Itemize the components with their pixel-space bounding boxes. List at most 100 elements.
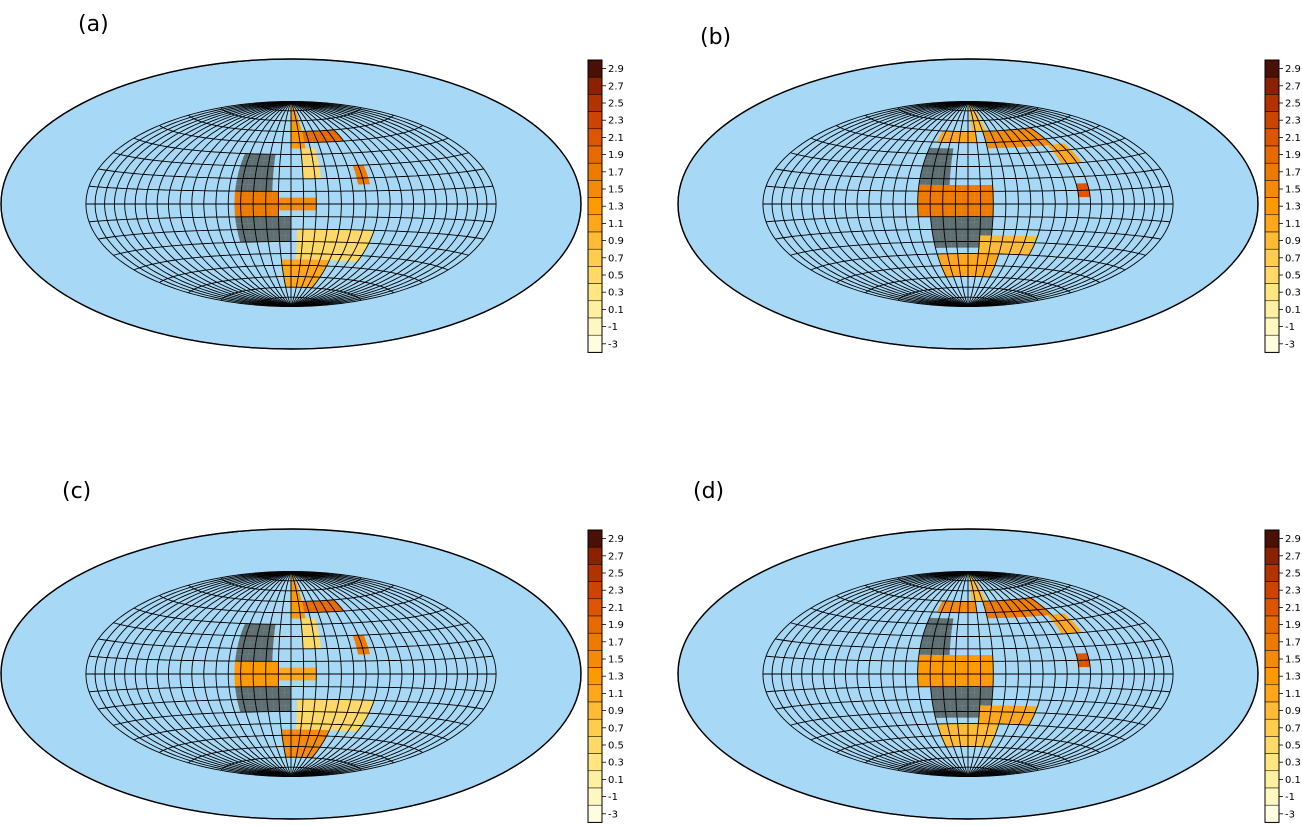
data-cell: [1077, 190, 1085, 198]
data-cell: [302, 172, 310, 179]
data-cell: [342, 248, 351, 255]
data-cell: [955, 271, 961, 277]
data-cell: [936, 191, 944, 198]
data-cell: [291, 735, 296, 741]
data-cell: [1023, 604, 1034, 611]
colorbar-swatch: [587, 615, 603, 634]
colorbar-swatch: [587, 111, 603, 130]
data-cell: [996, 130, 1005, 137]
data-cell: [985, 229, 993, 236]
colorbar-swatch: [1264, 804, 1280, 823]
data-cell: [253, 680, 260, 687]
data-cell: [978, 247, 985, 254]
data-cell: [945, 241, 952, 248]
data-cell: [932, 636, 940, 643]
data-cell: [314, 172, 322, 179]
data-cell: [308, 699, 316, 706]
data-cell: [254, 229, 262, 236]
data-cell: [1010, 129, 1020, 136]
data-region: [234, 191, 279, 217]
parallel-line: [835, 734, 1101, 753]
data-cell: [257, 630, 264, 637]
data-cell: [291, 281, 295, 288]
parallel-line: [931, 572, 1005, 582]
data-region: [917, 184, 994, 217]
data-cell: [297, 197, 304, 204]
data-cell: [291, 580, 294, 586]
data-cell: [943, 699, 951, 706]
data-cell: [301, 160, 309, 167]
data-cell: [312, 160, 320, 167]
data-region: [982, 597, 1052, 619]
data-region: [278, 197, 317, 211]
data-cell: [284, 686, 291, 693]
data-cell: [917, 674, 925, 681]
colorbar-tick-label: 2.9: [1285, 64, 1301, 75]
data-cell: [355, 242, 364, 250]
data-cell: [266, 692, 273, 700]
data-cell: [240, 191, 248, 198]
data-cell: [303, 276, 310, 283]
data-cell: [986, 661, 994, 668]
data-cell: [291, 115, 294, 121]
data-cell: [968, 216, 975, 223]
data-cell: [326, 130, 336, 136]
data-cell: [927, 166, 935, 173]
data-cell: [947, 253, 954, 260]
data-cell: [930, 680, 937, 687]
parallel-line: [790, 711, 1146, 726]
colorbar-swatch: [1264, 529, 1280, 548]
parallel-line: [89, 216, 493, 223]
colorbar-tick-label: -3: [1285, 809, 1295, 820]
data-cell: [300, 148, 307, 155]
data-cell: [291, 607, 296, 613]
data-cell: [980, 692, 987, 700]
data-cell: [974, 210, 981, 217]
data-cell: [337, 248, 345, 255]
colorbar-tick-label: 1.9: [1285, 620, 1301, 631]
data-cell: [949, 655, 956, 662]
data-cell: [254, 172, 262, 179]
data-cell: [311, 136, 318, 143]
data-cell: [278, 686, 285, 693]
data-cell: [943, 222, 950, 230]
data-cell: [936, 204, 943, 211]
data-cell: [269, 624, 276, 631]
data-cell: [946, 624, 953, 631]
data-cell: [284, 216, 291, 223]
data-cell: [931, 642, 939, 649]
data-cell: [1000, 241, 1008, 249]
data-cell: [262, 630, 270, 637]
data-cell: [330, 129, 340, 136]
parallel-line: [835, 595, 1101, 614]
data-cell: [958, 729, 964, 736]
data-cell: [943, 185, 950, 192]
data-cell: [298, 282, 304, 288]
data-cell: [234, 204, 241, 211]
data-cell: [291, 126, 295, 132]
data-cell: [968, 197, 975, 204]
data-cell: [974, 585, 979, 591]
data-cell: [312, 630, 320, 637]
parallel-line: [865, 114, 1071, 132]
colorbar-swatch: [587, 59, 603, 78]
data-cell: [955, 674, 962, 681]
data-cell: [261, 636, 269, 643]
colorbar-tick-label: 1.9: [1285, 150, 1301, 161]
data-cell: [278, 699, 286, 706]
data-region: [235, 623, 276, 662]
colorbar-tick-label: 0.9: [1285, 706, 1301, 717]
data-cell: [942, 253, 949, 260]
parallel-line: [188, 276, 394, 294]
data-cell: [931, 648, 938, 655]
data-cell: [949, 204, 956, 211]
data-cell: [273, 235, 280, 242]
data-cell: [298, 601, 304, 607]
data-cell: [937, 699, 945, 706]
colorbar-swatch: [1264, 701, 1280, 720]
data-cell: [260, 229, 268, 236]
data-cell: [301, 624, 308, 631]
data-cell: [970, 110, 975, 116]
data-cell: [260, 648, 267, 656]
data-cell: [986, 680, 994, 687]
